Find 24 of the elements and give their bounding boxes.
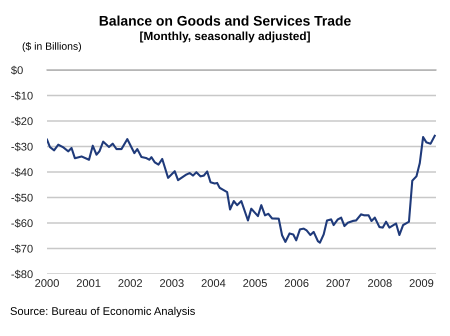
x-tick-label: 2009 <box>410 279 434 288</box>
y-tick-label: -$10 <box>11 91 33 100</box>
y-tick-label: $0 <box>11 66 23 75</box>
chart-subtitle: [Monthly, seasonally adjusted] <box>140 32 310 42</box>
x-tick-label: 2002 <box>118 279 142 288</box>
y-tick-label: -$50 <box>11 193 33 202</box>
y-tick-label: -$60 <box>11 218 33 228</box>
x-tick-label: 2005 <box>243 279 267 288</box>
x-tick-label: 2003 <box>160 279 184 288</box>
x-tick-label: 2000 <box>35 279 59 288</box>
y-tick-label: -$80 <box>11 270 33 279</box>
chart-title: Balance on Goods and Services Trade <box>100 16 351 26</box>
x-tick-label: 2008 <box>368 279 392 288</box>
x-tick-label: 2007 <box>326 279 350 288</box>
line-series <box>47 134 436 244</box>
y-tick-label: -$70 <box>11 244 33 254</box>
x-tick-label: 2001 <box>76 279 100 288</box>
y-tick-label: -$40 <box>11 168 33 177</box>
x-tick-label: 2006 <box>284 279 308 288</box>
y-axis-title: ($ in Billions) <box>22 42 81 52</box>
y-tick-label: -$20 <box>11 116 33 126</box>
y-tick-label: -$30 <box>11 142 33 152</box>
source-note: Source: Bureau of Economic Analysis <box>10 306 195 318</box>
x-tick-label: 2004 <box>202 279 226 288</box>
